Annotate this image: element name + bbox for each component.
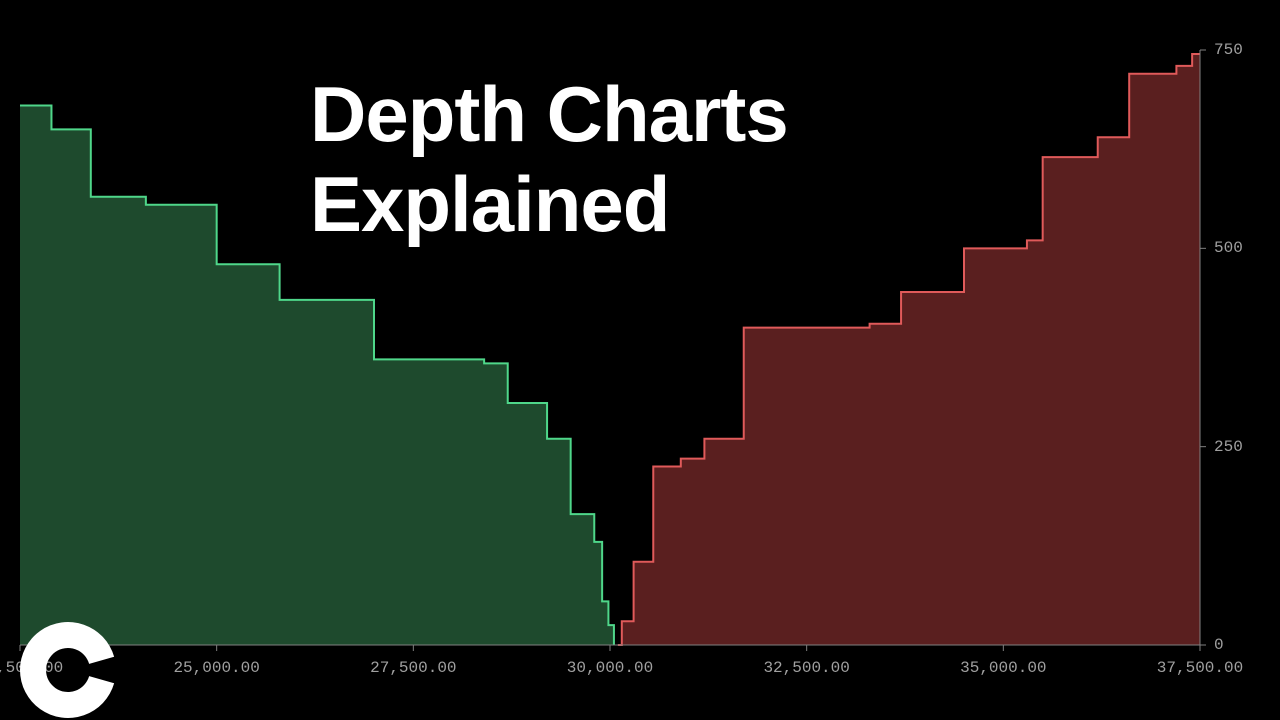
y-axis-label: 0 — [1214, 636, 1224, 654]
x-axis-label: 27,500.00 — [370, 659, 456, 677]
coinbase-logo-icon — [18, 620, 118, 720]
x-axis-label: 30,000.00 — [567, 659, 653, 677]
title-line-2: Explained — [310, 160, 669, 248]
y-axis-label: 250 — [1214, 438, 1243, 456]
y-axis-label: 500 — [1214, 239, 1243, 257]
x-axis-label: 37,500.00 — [1157, 659, 1243, 677]
logo-ring — [20, 622, 114, 718]
y-axis-label: 750 — [1214, 41, 1243, 59]
chart-title: Depth Charts Explained — [310, 70, 788, 249]
stage: 0250500750 22,500.0025,000.0027,500.0030… — [0, 0, 1280, 720]
x-axis-label: 25,000.00 — [173, 659, 259, 677]
title-line-1: Depth Charts — [310, 70, 788, 158]
x-axis-label: 35,000.00 — [960, 659, 1046, 677]
x-axis-label: 32,500.00 — [763, 659, 849, 677]
